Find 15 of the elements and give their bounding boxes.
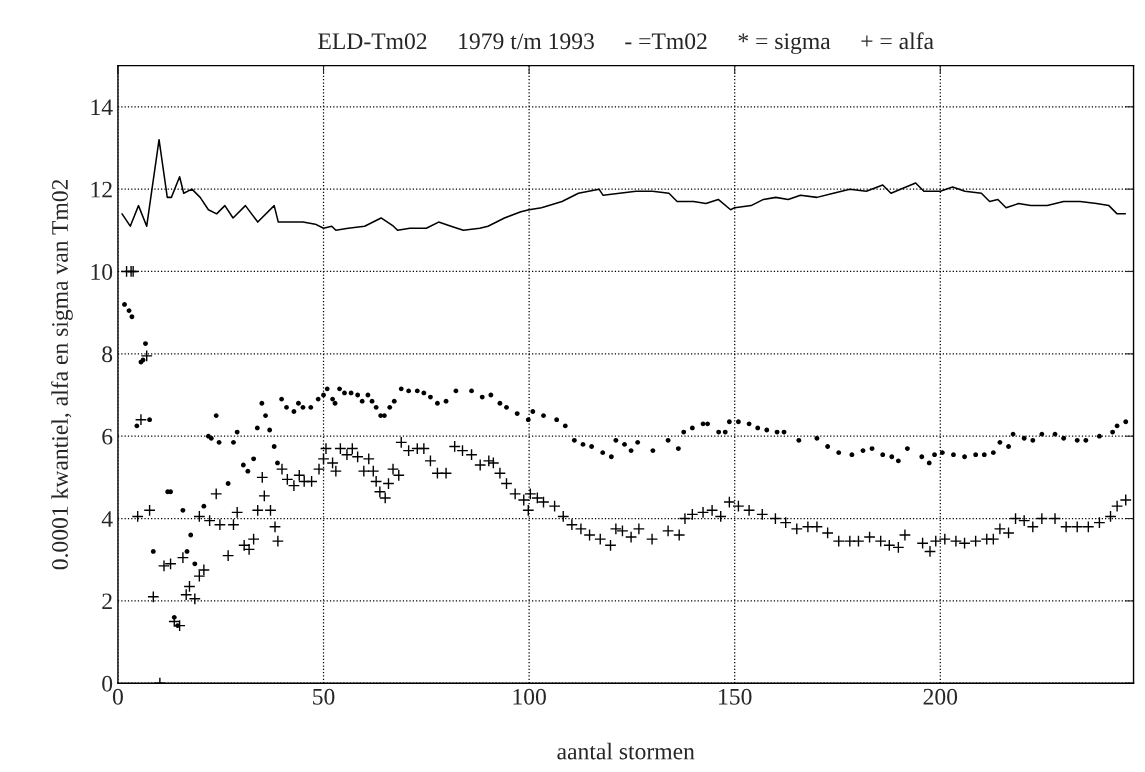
y-tick-label: 0	[102, 675, 113, 692]
y-tick-label: 6	[102, 428, 113, 445]
x-tick-label: 100	[513, 688, 546, 705]
x-tick-label: 150	[719, 688, 752, 705]
y-tick-label: 12	[91, 181, 112, 198]
y-tick-label: 8	[102, 346, 113, 363]
x-tick-label: 50	[313, 688, 335, 705]
y-tick-label: 4	[101, 511, 113, 527]
y-tick-label: 14	[91, 99, 113, 115]
x-axis-title: aantal stormen	[557, 742, 695, 760]
chart-title: ELD-Tm02 1979 t/m 1993 - =Tm02 * = sigma + = alfa	[318, 32, 934, 55]
y-tick-label: 10	[91, 263, 113, 280]
y-axis-title: 0.0001 kwantiel, alfa en sigma van Tm02	[51, 179, 73, 570]
y-tick-label: 2	[102, 593, 112, 610]
x-tick-label: 200	[923, 688, 958, 705]
